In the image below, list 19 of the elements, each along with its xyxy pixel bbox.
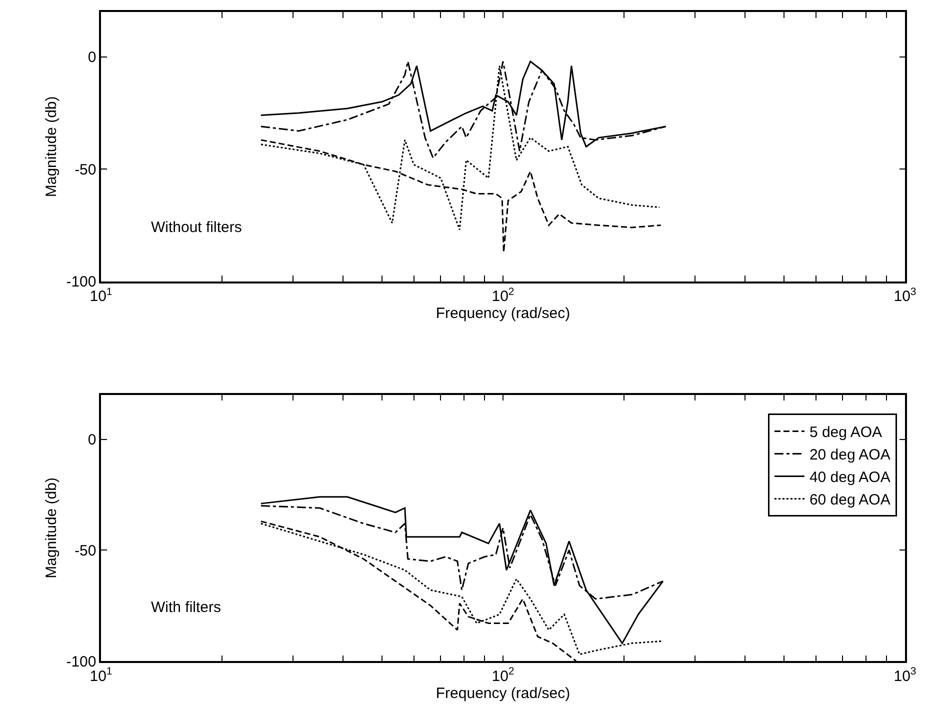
annotation: Without filters [151, 219, 242, 236]
legend-label: 20 deg AOA [809, 446, 890, 464]
x-tick-label: 10$^{2}$ [492, 665, 514, 685]
x-tick-label: 10$^{2}$ [492, 286, 514, 306]
legend-label: 60 deg AOA [809, 492, 890, 509]
y-tick-label: 0 [88, 432, 96, 449]
y-tick-label: -50 [74, 161, 96, 178]
x-axis-title: Frequency (rad/sec) [436, 305, 570, 322]
x-tick-label: 10$^{3}$ [894, 665, 916, 685]
legend-label: 5 deg AOA [809, 424, 882, 442]
y-tick-label: 0 [88, 49, 96, 66]
x-axis-title: Frequency (rad/sec) [436, 684, 570, 702]
y-tick-label: -100 [66, 653, 96, 670]
annotation: With filters [151, 599, 222, 616]
x-tick-label: 10$^{3}$ [894, 286, 916, 306]
y-axis-title: Magnitude (db) [42, 478, 60, 578]
legend-label: 40 deg AOA [809, 469, 890, 486]
y-axis-title: Magnitude (db) [42, 96, 60, 198]
y-tick-label: -50 [74, 542, 96, 560]
